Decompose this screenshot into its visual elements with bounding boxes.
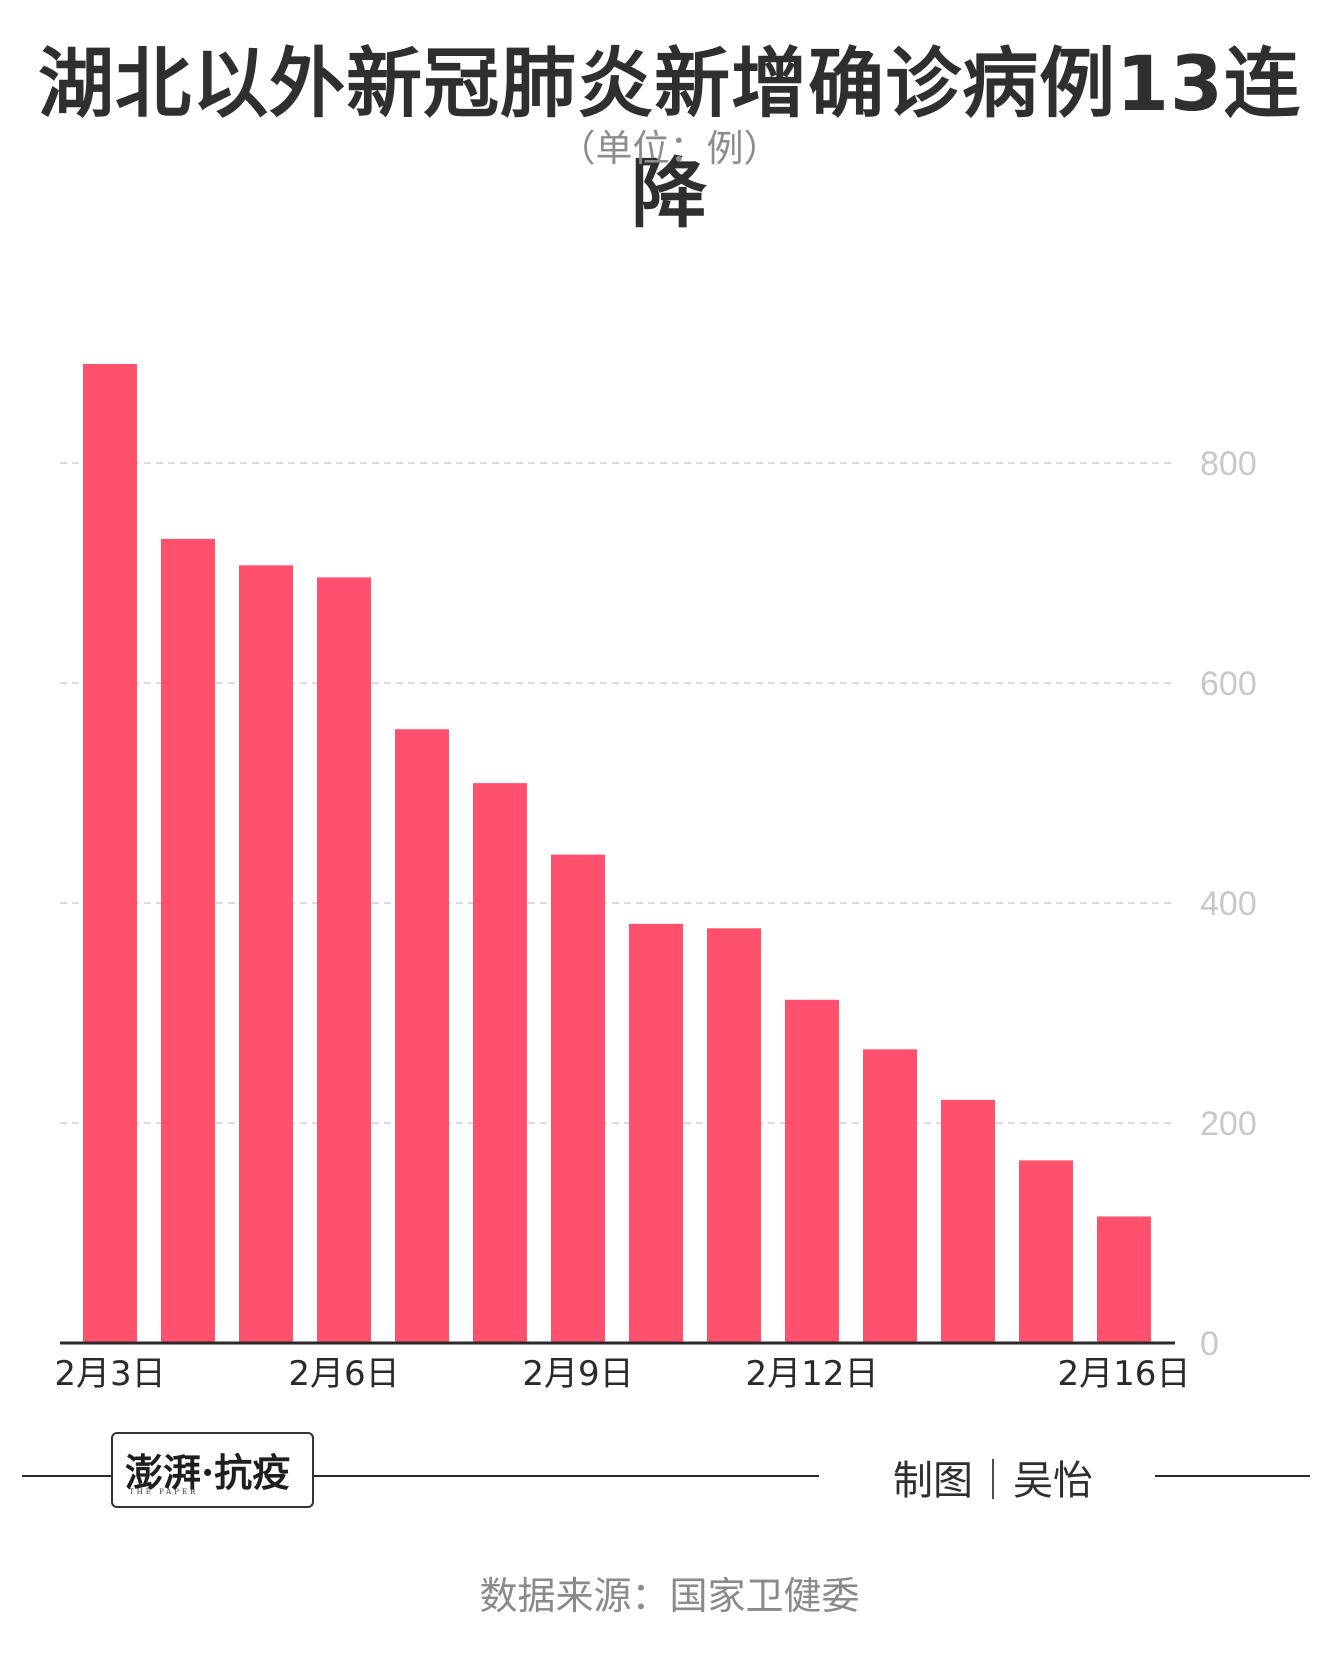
y-tick-label-400: 400	[1200, 885, 1257, 923]
bar-2月12日	[785, 999, 839, 1343]
bar-2月11日	[707, 928, 761, 1343]
logo-text: 澎湃·抗疫	[125, 1450, 291, 1495]
bar-2月16日	[1097, 1216, 1151, 1343]
bar-2月4日	[161, 538, 215, 1343]
chart-subtitle: （单位：例）	[558, 127, 781, 170]
bar-2月10日	[629, 923, 683, 1343]
bar-2月6日	[317, 577, 371, 1343]
footer-line-left	[22, 1475, 111, 1477]
data-source: 数据来源：国家卫健委	[479, 1574, 860, 1618]
y-tick-label-200: 200	[1200, 1105, 1257, 1143]
x-tick-label: 2月6日	[288, 1354, 399, 1394]
bar-2月13日	[863, 1049, 917, 1343]
y-tick-label-600: 600	[1200, 665, 1257, 703]
thepaper-logo: 澎湃·抗疫 THE PAPER	[111, 1432, 314, 1508]
x-tick-label: 2月16日	[1058, 1354, 1191, 1394]
logo-subtext: THE PAPER	[129, 1488, 199, 1496]
bar-2月15日	[1019, 1160, 1073, 1343]
y-tick-label-0: 0	[1200, 1325, 1219, 1363]
x-tick-label: 2月9日	[522, 1354, 633, 1394]
bar-2月3日	[83, 364, 137, 1343]
bar-2月7日	[395, 729, 449, 1343]
chart-credit: 制图｜吴怡	[893, 1458, 1093, 1504]
x-tick-label: 2月12日	[746, 1354, 879, 1394]
bar-chart: 0 200 400 600 800 2月3日 2月6日 2月9日 2月12日 2月16日	[54, 364, 1257, 1394]
y-tick-label-800: 800	[1200, 445, 1257, 483]
bar-2月5日	[239, 565, 293, 1343]
x-tick-label: 2月3日	[54, 1354, 165, 1394]
bar-2月9日	[551, 854, 605, 1343]
chart-title: 湖北以外新冠肺炎新增确诊病例13连降	[38, 39, 1301, 238]
bar-2月8日	[473, 783, 527, 1343]
bar-2月14日	[941, 1099, 995, 1343]
footer-line-middle	[314, 1475, 819, 1477]
footer-line-right	[1155, 1475, 1310, 1477]
